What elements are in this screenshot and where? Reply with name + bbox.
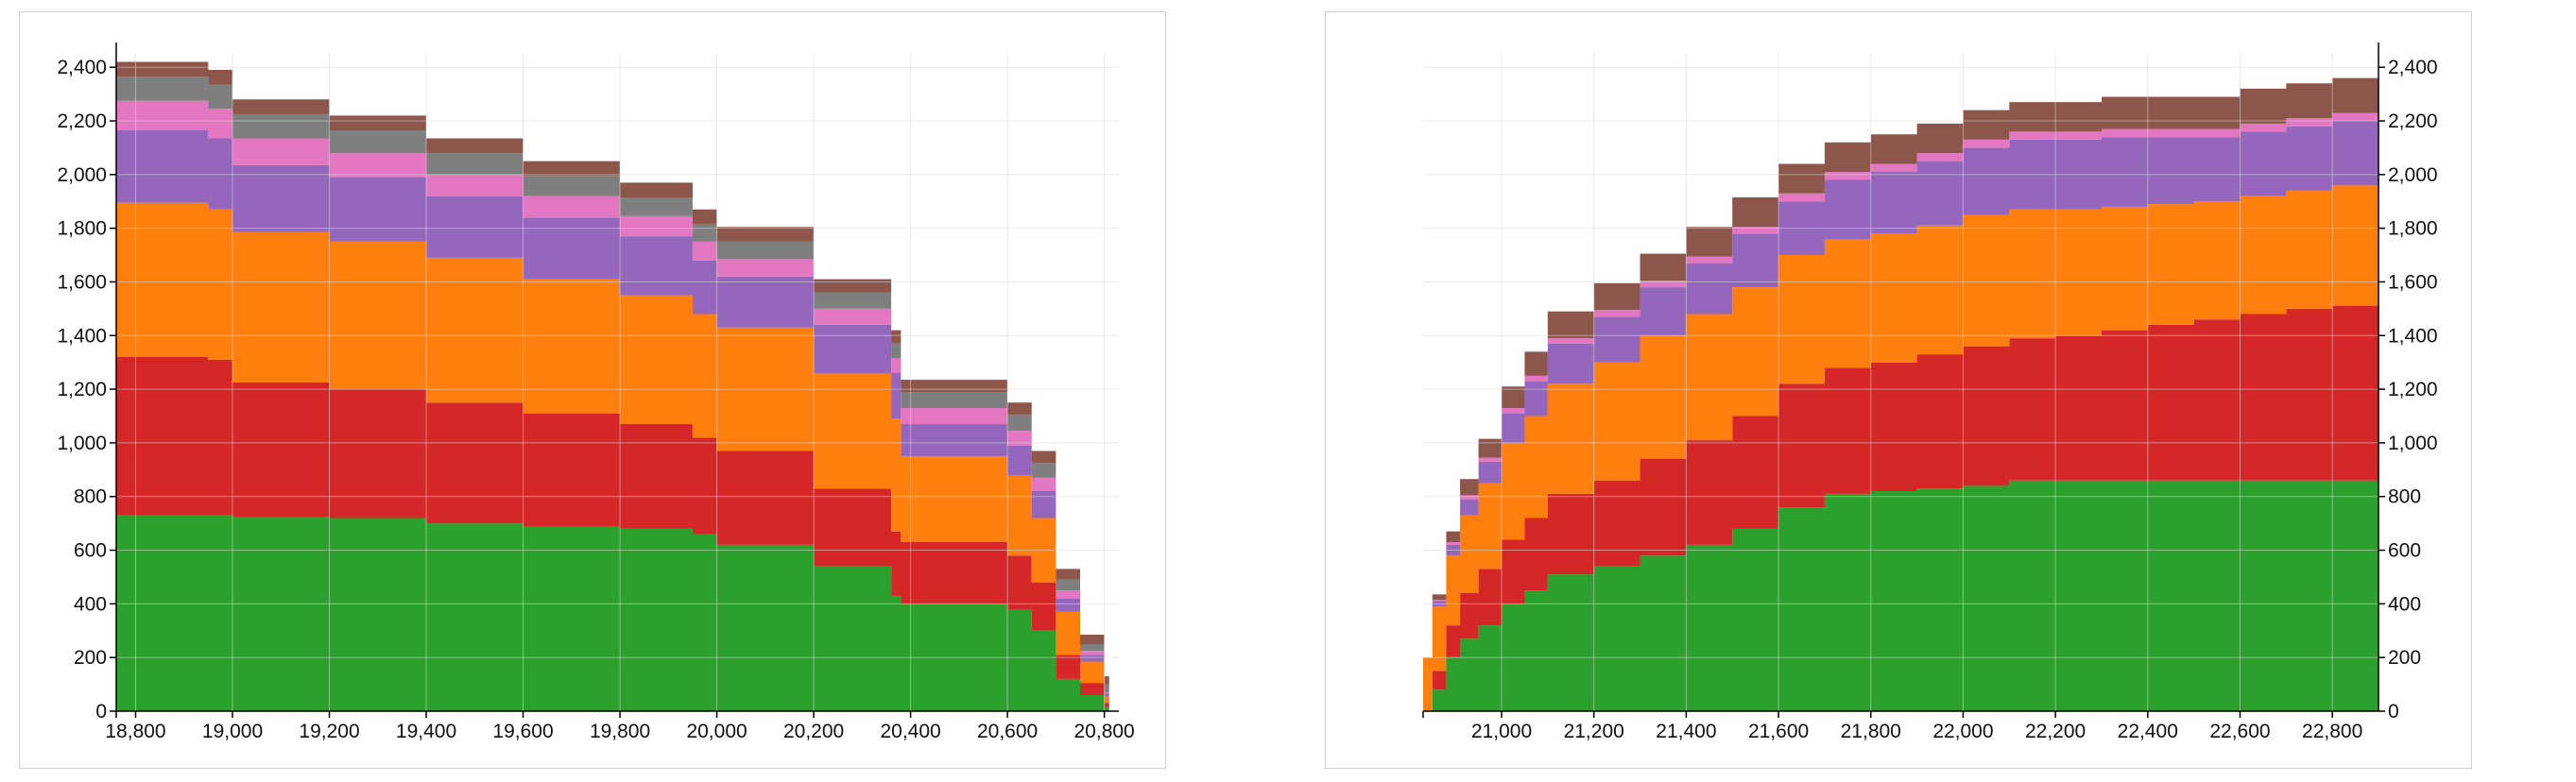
- x-tick-label: 20,000: [686, 721, 747, 742]
- x-tick-label: 20,800: [1074, 721, 1135, 742]
- gridlines: [116, 54, 1119, 712]
- stacked-areas: [1423, 70, 2379, 711]
- x-tick-label: 21,800: [1841, 721, 1901, 742]
- y-tick-label: 800: [2388, 486, 2421, 508]
- y-tick-label: 1,200: [57, 379, 107, 400]
- x-tick-label: 21,400: [1656, 721, 1716, 742]
- stacked-areas: [116, 61, 1109, 712]
- x-tick-label: 20,400: [880, 721, 940, 742]
- y-tick-label: 400: [74, 593, 107, 615]
- y-tick-label: 1,600: [2388, 271, 2438, 293]
- y-tick-label: 1,400: [57, 325, 107, 347]
- area-series-red: [1423, 303, 2379, 711]
- area-series-green: [116, 515, 1109, 711]
- x-tick-label: 22,200: [2025, 721, 2086, 742]
- y-tick-label: 1,000: [57, 433, 107, 454]
- y-tick-label: 2,000: [2388, 164, 2438, 186]
- y-tick-label: 2,200: [57, 110, 107, 132]
- y-tick-label: 600: [2388, 540, 2421, 562]
- y-tick-label: 800: [74, 486, 107, 508]
- y-tick-label: 1,800: [2388, 218, 2438, 240]
- area-series-orange: [1423, 179, 2379, 711]
- y-tick-label: 2,200: [2388, 110, 2438, 132]
- y-tick-label: 1,000: [2388, 433, 2438, 454]
- x-tick-label: 21,600: [1748, 721, 1809, 742]
- y-tick-label: 1,600: [57, 271, 107, 293]
- x-tick-label: 19,400: [396, 721, 456, 742]
- right-chart-panel: 0 200 400 600 800 1,000 1,200 1,400 1,600 1,800 2,…: [1325, 11, 2472, 769]
- y-tick-label: 2,000: [57, 164, 107, 186]
- y-tick-label: 400: [2388, 593, 2421, 615]
- x-tick-label: 22,000: [1932, 721, 1993, 742]
- x-tick-label: 19,000: [202, 721, 263, 742]
- y-tick-label: 1,200: [2388, 379, 2438, 400]
- x-tick-label: 22,600: [2209, 721, 2270, 742]
- x-tick-label: 18,800: [105, 721, 165, 742]
- y-tick-label: 200: [2388, 647, 2421, 669]
- y-tick-label: 1,400: [2388, 325, 2438, 347]
- x-tick-label: 19,600: [492, 721, 553, 742]
- x-tick-label: 22,800: [2302, 721, 2362, 742]
- y-tick-label: 1,800: [57, 218, 107, 240]
- x-tick-label: 19,800: [590, 721, 650, 742]
- area-series-green: [1423, 480, 2379, 711]
- y-tick-label: 0: [95, 701, 107, 722]
- x-tick-label: 20,200: [783, 721, 844, 742]
- right-stacked-area-chart: 0 200 400 600 800 1,000 1,200 1,400 1,600 1,800 2,…: [1422, 42, 2438, 742]
- y-tick-label: 2,400: [57, 57, 107, 78]
- area-series-orange: [116, 202, 1109, 712]
- x-tick-label: 21,200: [1564, 721, 1624, 742]
- axes: 0 200 400 600 800 1,000 1,200 1,400 1,600 1,800 2,…: [57, 42, 1135, 742]
- x-tick-label: 21,000: [1471, 721, 1532, 742]
- left-stacked-area-chart: 0 200 400 600 800 1,000 1,200 1,400 1,600 1,800 2,…: [57, 42, 1135, 742]
- area-series-red: [116, 357, 1109, 711]
- x-tick-label: 19,200: [299, 721, 359, 742]
- y-tick-label: 200: [74, 647, 107, 669]
- x-tick-label: 20,600: [977, 721, 1038, 742]
- axes: 0 200 400 600 800 1,000 1,200 1,400 1,600 1,800 2,…: [1422, 42, 2438, 742]
- area-series-purple: [116, 129, 1109, 711]
- left-chart-panel: 0 200 400 600 800 1,000 1,200 1,400 1,600 1,800 2,…: [19, 11, 1166, 769]
- x-tick-label: 22,400: [2118, 721, 2178, 742]
- area-series-purple: [1423, 115, 2379, 658]
- y-tick-label: 600: [74, 540, 107, 562]
- y-tick-label: 2,400: [2388, 57, 2438, 78]
- y-tick-label: 0: [2388, 701, 2399, 722]
